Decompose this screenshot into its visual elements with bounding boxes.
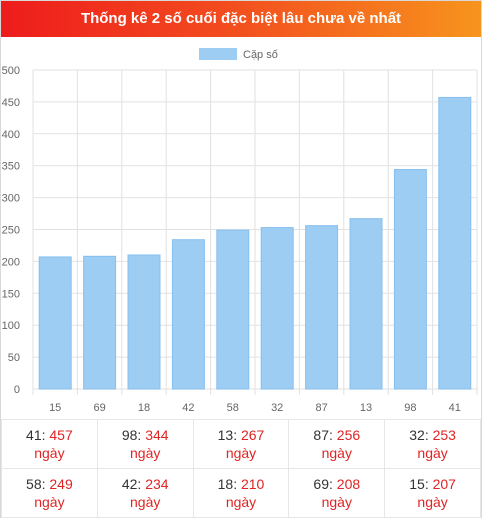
stats-row: 58: 249 ngày 42: 234 ngày 18: 210 ngày 69: 208…	[1, 468, 481, 518]
bar-98[interactable]	[393, 169, 427, 390]
y-tick-label: 300	[2, 193, 20, 205]
bar-18[interactable]	[127, 254, 161, 390]
stat-unit: ngày	[34, 494, 65, 510]
bar-15[interactable]	[38, 256, 72, 390]
stat-unit: ngày	[34, 445, 65, 461]
y-tick-label: 500	[2, 65, 20, 77]
y-axis-ticks: 0 50 100 150 200 250 300 350 400 450 500	[2, 65, 20, 396]
x-tick-label: 69	[93, 402, 105, 414]
y-tick-label: 50	[8, 352, 20, 364]
stat-days: 457	[49, 427, 73, 443]
stat-cell: 69: 208 ngày	[288, 468, 386, 518]
x-tick-label: 13	[360, 402, 372, 414]
x-tick-label: 58	[227, 402, 239, 414]
legend-label: Cặp số	[243, 49, 278, 61]
y-tick-label: 350	[2, 161, 20, 173]
y-tick-label: 150	[2, 288, 20, 300]
y-tick-label: 200	[2, 256, 20, 268]
stat-unit: ngày	[225, 494, 257, 510]
stats-table: 41: 457 ngày 98: 344 ngày 13: 267 ngày 87: 256…	[1, 419, 481, 518]
stat-separator: :	[424, 427, 433, 443]
widget-title: Thống kê 2 số cuối đặc biệt lâu chưa về …	[1, 1, 481, 37]
stat-days: 249	[49, 476, 73, 492]
stat-days: 256	[336, 427, 361, 443]
stat-cell: 42: 234 ngày	[96, 468, 194, 518]
stat-separator: :	[137, 427, 146, 443]
stat-number: 18	[217, 476, 234, 492]
x-tick-label: 41	[449, 402, 461, 414]
stat-days: 208	[336, 476, 361, 492]
stat-unit: ngày	[225, 445, 257, 461]
stat-unit: ngày	[417, 445, 448, 461]
bar-32[interactable]	[260, 227, 294, 390]
chart-grid	[32, 69, 478, 395]
x-tick-label: 18	[138, 402, 150, 414]
y-tick-label: 450	[2, 97, 20, 109]
stat-separator: :	[41, 476, 50, 492]
x-tick-label: 15	[49, 402, 61, 414]
stat-unit: ngày	[130, 445, 161, 461]
stat-days: 253	[432, 427, 456, 443]
stat-days: 207	[432, 476, 456, 492]
stat-days: 267	[240, 427, 265, 443]
stat-separator: :	[233, 427, 241, 443]
stats-row: 41: 457 ngày 98: 344 ngày 13: 267 ngày 87: 256…	[1, 419, 481, 469]
stat-number: 69	[313, 476, 329, 492]
stat-separator: :	[329, 476, 337, 492]
stat-number: 41	[26, 427, 42, 443]
x-axis-ticks: 15 69 18 42 58 32 87 13 98 41	[49, 402, 461, 414]
y-tick-label: 0	[14, 384, 20, 396]
bar-41[interactable]	[438, 96, 472, 390]
x-tick-label: 32	[271, 402, 283, 414]
stat-days: 234	[145, 476, 169, 492]
stat-cell: 98: 344 ngày	[96, 419, 194, 469]
bar-chart: Cặp số 0 50 100 150 200 250 300 350 400 450 500 15…	[2, 48, 478, 414]
stat-unit: ngày	[321, 494, 352, 510]
stat-number: 15	[409, 476, 425, 492]
bar-13[interactable]	[349, 218, 383, 390]
stat-number: 32	[409, 427, 425, 443]
stat-days: 344	[145, 427, 169, 443]
legend-swatch	[199, 48, 237, 60]
stat-unit: ngày	[321, 445, 352, 461]
y-tick-label: 250	[2, 225, 20, 237]
x-tick-label: 87	[315, 402, 327, 414]
stat-separator: :	[424, 476, 433, 492]
bar-58[interactable]	[216, 229, 250, 390]
stat-cell: 13: 267 ngày	[192, 419, 290, 469]
stat-separator: :	[233, 476, 241, 492]
stat-number: 13	[217, 427, 234, 443]
bar-69[interactable]	[83, 255, 117, 390]
chart-legend[interactable]: Cặp số	[199, 48, 278, 61]
stat-days: 210	[240, 476, 265, 492]
x-tick-label: 98	[404, 402, 416, 414]
stat-unit: ngày	[417, 494, 448, 510]
stat-cell: 58: 249 ngày	[1, 468, 98, 518]
stat-number: 87	[313, 427, 329, 443]
stat-separator: :	[329, 427, 337, 443]
stat-separator: :	[41, 427, 50, 443]
y-tick-label: 100	[2, 320, 20, 332]
stat-cell: 87: 256 ngày	[288, 419, 386, 469]
stat-number: 42	[121, 476, 138, 492]
stat-unit: ngày	[130, 494, 161, 510]
x-tick-label: 42	[182, 402, 194, 414]
bar-42[interactable]	[171, 239, 205, 390]
stat-cell: 32: 253 ngày	[384, 419, 481, 469]
stat-cell: 41: 457 ngày	[1, 419, 98, 469]
stat-cell: 15: 207 ngày	[384, 468, 481, 518]
stat-cell: 18: 210 ngày	[192, 468, 290, 518]
chart-bars	[38, 96, 472, 390]
stat-separator: :	[137, 476, 146, 492]
bar-87[interactable]	[305, 225, 339, 390]
stat-number: 98	[121, 427, 138, 443]
y-tick-label: 400	[2, 129, 20, 141]
stat-number: 58	[26, 476, 42, 492]
